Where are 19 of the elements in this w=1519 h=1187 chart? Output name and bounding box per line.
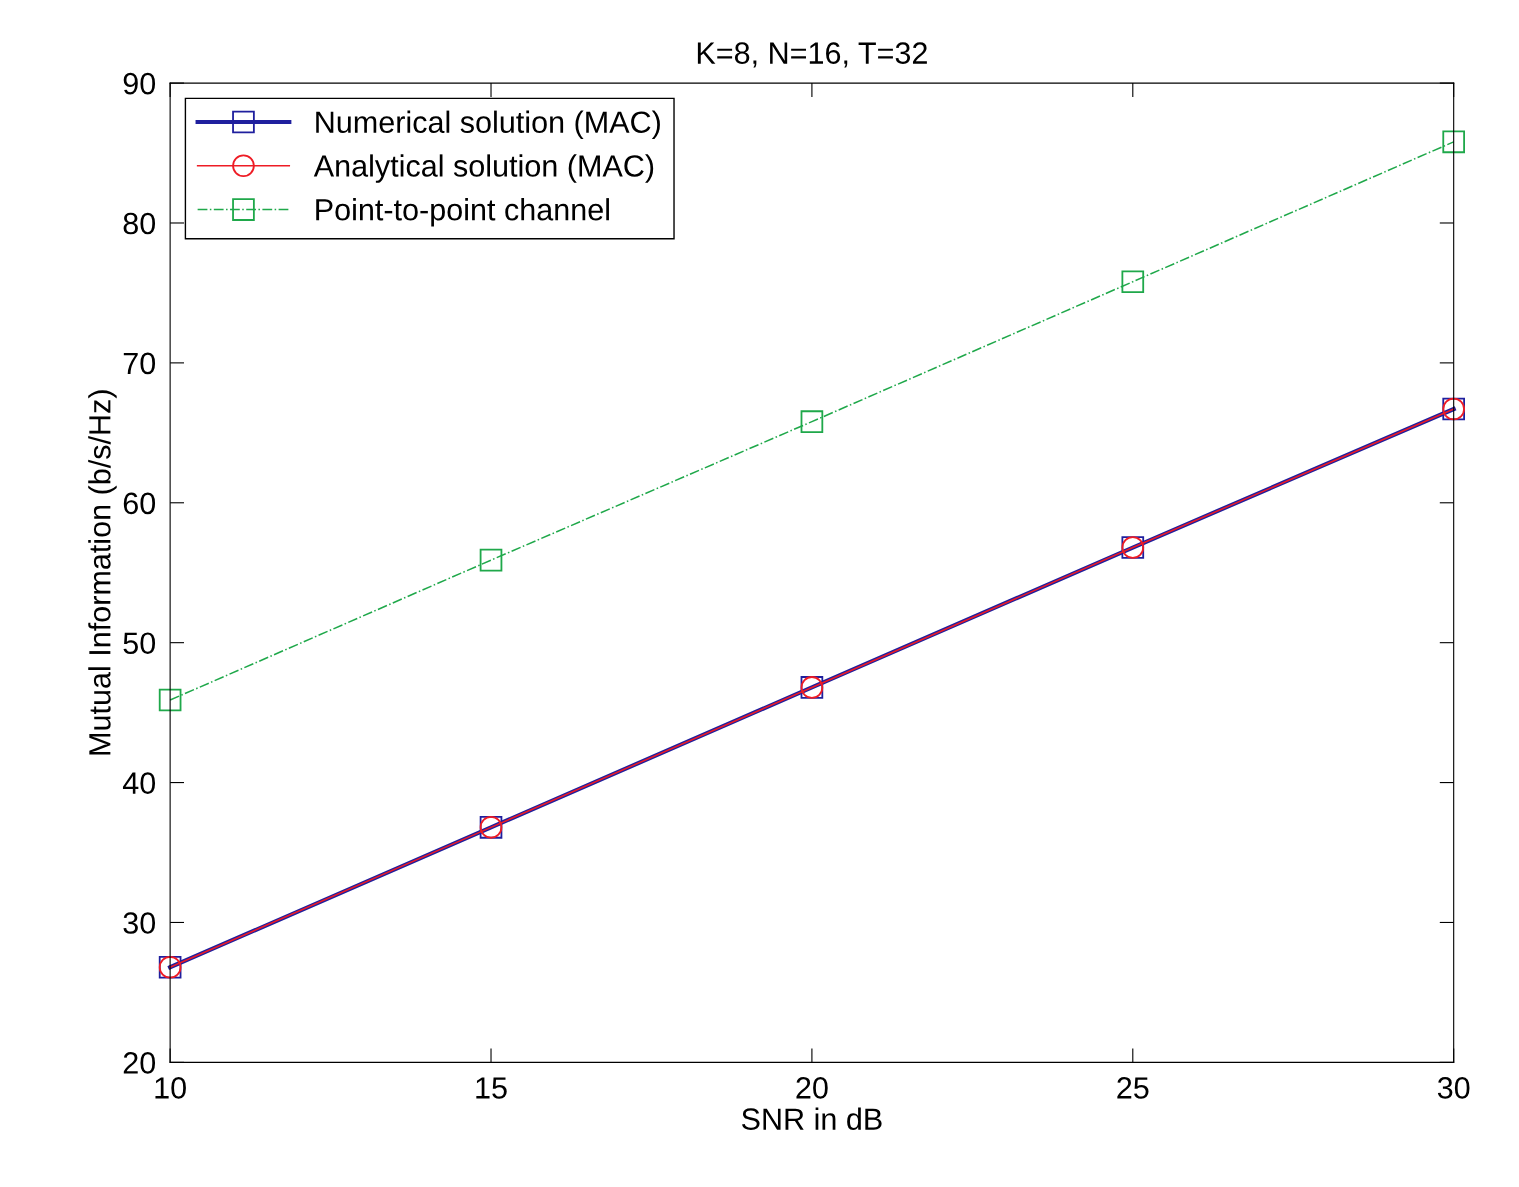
y-tick-label: 70 (123, 352, 156, 375)
x-tick-label: 15 (476, 1077, 507, 1099)
y-tick-label: 30 (123, 912, 156, 934)
y-tick-label: 90 (123, 72, 156, 95)
legend-label: Point-to-point channel (316, 198, 609, 227)
legend-label: Analytical solution (MAC) (313, 154, 654, 183)
x-tick-label: 30 (1437, 1077, 1470, 1099)
y-tick-label: 50 (123, 632, 156, 655)
legend-label: Numerical solution (MAC) (316, 110, 660, 140)
y-tick-label: 40 (122, 772, 156, 794)
x-axis-title: SNR in dB (741, 1107, 882, 1130)
x-tick-label: 10 (155, 1077, 186, 1099)
y-tick-label: 20 (123, 1052, 156, 1074)
x-tick-label: 20 (796, 1077, 828, 1099)
x-tick-label: 25 (1117, 1077, 1149, 1099)
chart-title: K=8, N=16, T=32 (697, 42, 927, 68)
y-tick-label: 80 (123, 212, 156, 235)
y-tick-label: 60 (123, 492, 156, 515)
y-axis-title: Mutual Information (b/s/Hz) (88, 390, 117, 755)
